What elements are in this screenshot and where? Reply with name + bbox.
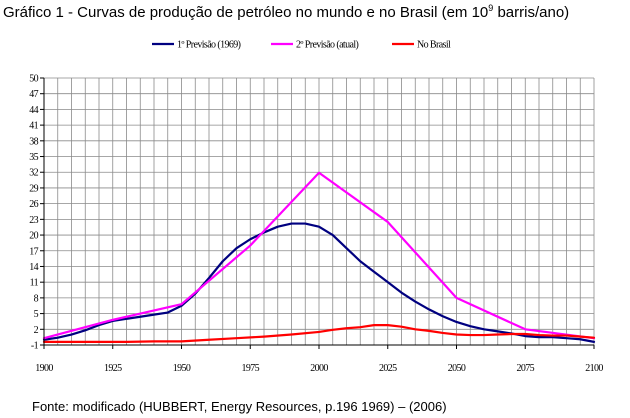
source-note: Fonte: modificado (HUBBERT, Energy Resou…	[32, 399, 447, 414]
y-tick-label: 32	[29, 168, 38, 179]
x-tick-label: 2075	[516, 363, 534, 374]
y-tick-label: 14	[29, 262, 38, 273]
y-tick-label: 47	[29, 89, 38, 100]
y-tick-label: -1	[31, 341, 39, 352]
tick-labels: -1 2 5 8 11 14 17 20 23 26 29 32 35 38 41 44 47 50 1900 192…	[29, 74, 604, 375]
y-tick-label: 38	[29, 136, 38, 147]
y-tick-label: 41	[29, 121, 38, 132]
y-tick-label: 29	[29, 183, 38, 194]
legend-label-3: No Brasil	[417, 40, 451, 51]
series-lines	[42, 171, 596, 343]
y-tick-label: 2	[34, 325, 39, 336]
y-tick-label: 8	[34, 293, 39, 304]
chart-title-suffix: barris/ano)	[493, 4, 570, 21]
chart-legend: 1º Previsão (1969) 2º Previsão (atual) No …	[152, 40, 452, 51]
y-tick-label: 20	[29, 231, 38, 242]
x-tick-label: 1925	[104, 363, 122, 374]
x-tick-label: 1950	[173, 363, 191, 374]
x-tick-label: 1975	[241, 363, 259, 374]
series-line-2	[42, 171, 596, 340]
y-tick-label: 5	[34, 309, 39, 320]
x-tick-label: 1900	[35, 363, 53, 374]
legend-label-2: 2º Previsão (atual)	[296, 40, 359, 51]
axes	[40, 77, 595, 349]
grid-lines	[43, 77, 595, 346]
chart-title-exponent: 9	[488, 3, 494, 13]
legend-label-1: 1º Previsão (1969)	[177, 40, 241, 51]
x-tick-label: 2050	[448, 363, 466, 374]
series-line-3	[42, 324, 596, 343]
y-tick-label: 44	[29, 105, 38, 116]
chart-title: Gráfico 1 - Curvas de produção de petról…	[3, 3, 569, 21]
y-tick-label: 35	[29, 152, 38, 163]
y-tick-label: 26	[29, 199, 38, 210]
x-tick-label: 2025	[379, 363, 397, 374]
y-tick-label: 11	[30, 278, 39, 289]
series-line-1	[42, 222, 596, 343]
chart-title-main: Gráfico 1 - Curvas de produção de petról…	[3, 4, 489, 21]
y-tick-label: 23	[29, 215, 38, 226]
y-tick-label: 50	[29, 74, 38, 85]
x-tick-label: 2000	[310, 363, 328, 374]
y-tick-label: 17	[29, 246, 38, 257]
x-tick-label: 2100	[585, 363, 603, 374]
